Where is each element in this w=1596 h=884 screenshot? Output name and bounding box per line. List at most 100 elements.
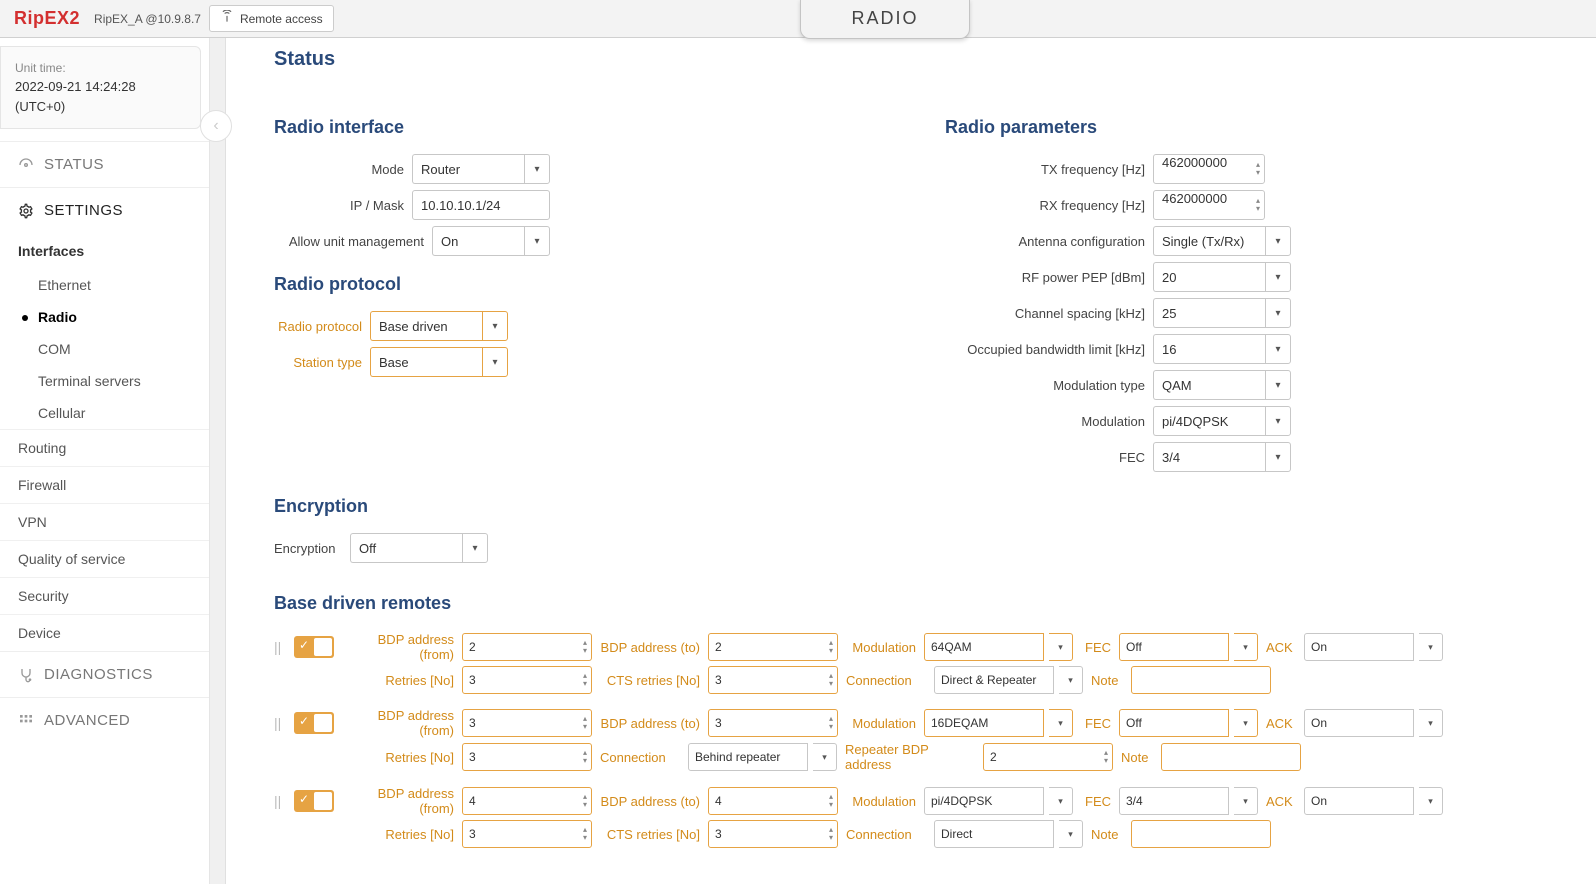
remote-modulation-dropdown[interactable]: ▾ bbox=[1049, 633, 1073, 661]
nav-radio[interactable]: Radio bbox=[18, 301, 209, 333]
nav-vpn[interactable]: VPN bbox=[0, 503, 209, 540]
nav-status[interactable]: STATUS bbox=[0, 142, 209, 187]
spinner-icon[interactable]: ▴▾ bbox=[583, 747, 587, 767]
remote-fec-select[interactable]: Off bbox=[1119, 709, 1229, 737]
remote-fec-select[interactable]: Off bbox=[1119, 633, 1229, 661]
spinner-icon[interactable]: ▴▾ bbox=[583, 713, 587, 733]
remote-ack-dropdown[interactable]: ▾ bbox=[1419, 633, 1443, 661]
drag-handle-icon[interactable]: || bbox=[274, 639, 286, 655]
antenna-select[interactable]: Single (Tx/Rx) bbox=[1153, 226, 1265, 256]
bdp-from-input[interactable]: 4▴▾ bbox=[462, 787, 592, 815]
allow-mgmt-dropdown[interactable]: ▾ bbox=[524, 226, 550, 256]
mod-type-select[interactable]: QAM bbox=[1153, 370, 1265, 400]
fec-dropdown[interactable]: ▾ bbox=[1265, 442, 1291, 472]
nav-terminal-servers[interactable]: Terminal servers bbox=[18, 365, 209, 397]
encryption-select[interactable]: Off bbox=[350, 533, 462, 563]
spinner-icon[interactable]: ▴▾ bbox=[1256, 157, 1260, 181]
remote-access-button[interactable]: Remote access bbox=[209, 5, 334, 32]
spinner-icon[interactable]: ▴▾ bbox=[829, 713, 833, 733]
retries-input[interactable]: 3▴▾ bbox=[462, 666, 592, 694]
mode-select[interactable]: Router bbox=[412, 154, 524, 184]
channel-spacing-dropdown[interactable]: ▾ bbox=[1265, 298, 1291, 328]
channel-spacing-select[interactable]: 25 bbox=[1153, 298, 1265, 328]
drag-handle-icon[interactable]: || bbox=[274, 793, 286, 809]
radio-protocol-select[interactable]: Base driven bbox=[370, 311, 482, 341]
remote-ack-select[interactable]: On bbox=[1304, 787, 1414, 815]
connection-dropdown[interactable]: ▾ bbox=[813, 743, 837, 771]
remote-enable-toggle[interactable] bbox=[294, 790, 334, 812]
remote-fec-select[interactable]: 3/4 bbox=[1119, 787, 1229, 815]
repeater-bdp-input[interactable]: 2▴▾ bbox=[983, 743, 1113, 771]
connection-select[interactable]: Direct & Repeater bbox=[934, 666, 1054, 694]
remote-ack-select[interactable]: On bbox=[1304, 633, 1414, 661]
bdp-from-input[interactable]: 2▴▾ bbox=[462, 633, 592, 661]
spinner-icon[interactable]: ▴▾ bbox=[583, 824, 587, 844]
obw-dropdown[interactable]: ▾ bbox=[1265, 334, 1291, 364]
remote-ack-dropdown[interactable]: ▾ bbox=[1419, 787, 1443, 815]
mod-type-dropdown[interactable]: ▾ bbox=[1265, 370, 1291, 400]
remote-modulation-select[interactable]: 64QAM bbox=[924, 633, 1044, 661]
remote-fec-dropdown[interactable]: ▾ bbox=[1234, 633, 1258, 661]
retries-input[interactable]: 3▴▾ bbox=[462, 820, 592, 848]
spinner-icon[interactable]: ▴▾ bbox=[829, 791, 833, 811]
note-input[interactable] bbox=[1131, 666, 1271, 694]
nav-cellular[interactable]: Cellular bbox=[18, 397, 209, 429]
fec-select[interactable]: 3/4 bbox=[1153, 442, 1265, 472]
nav-com[interactable]: COM bbox=[18, 333, 209, 365]
note-input[interactable] bbox=[1161, 743, 1301, 771]
nav-qos[interactable]: Quality of service bbox=[0, 540, 209, 577]
antenna-dropdown[interactable]: ▾ bbox=[1265, 226, 1291, 256]
modulation-select[interactable]: pi/4DQPSK bbox=[1153, 406, 1265, 436]
nav-routing[interactable]: Routing bbox=[0, 429, 209, 466]
bdp-from-input[interactable]: 3▴▾ bbox=[462, 709, 592, 737]
bdp-to-input[interactable]: 3▴▾ bbox=[708, 709, 838, 737]
spinner-icon[interactable]: ▴▾ bbox=[829, 637, 833, 657]
bdp-to-input[interactable]: 4▴▾ bbox=[708, 787, 838, 815]
tx-freq-input[interactable]: 462000000 ▴▾ bbox=[1153, 154, 1265, 184]
connection-dropdown[interactable]: ▾ bbox=[1059, 666, 1083, 694]
spinner-icon[interactable]: ▴▾ bbox=[829, 824, 833, 844]
remote-modulation-select[interactable]: pi/4DQPSK bbox=[924, 787, 1044, 815]
remote-fec-dropdown[interactable]: ▾ bbox=[1234, 787, 1258, 815]
rx-freq-input[interactable]: 462000000 ▴▾ bbox=[1153, 190, 1265, 220]
nav-security[interactable]: Security bbox=[0, 577, 209, 614]
rf-power-select[interactable]: 20 bbox=[1153, 262, 1265, 292]
drag-handle-icon[interactable]: || bbox=[274, 715, 286, 731]
remote-ack-dropdown[interactable]: ▾ bbox=[1419, 709, 1443, 737]
connection-dropdown[interactable]: ▾ bbox=[1059, 820, 1083, 848]
obw-select[interactable]: 16 bbox=[1153, 334, 1265, 364]
nav-settings[interactable]: SETTINGS bbox=[0, 188, 209, 233]
rf-power-dropdown[interactable]: ▾ bbox=[1265, 262, 1291, 292]
spinner-icon[interactable]: ▴▾ bbox=[583, 791, 587, 811]
nav-advanced[interactable]: ADVANCED bbox=[0, 698, 209, 743]
nav-interfaces[interactable]: Interfaces bbox=[18, 233, 209, 269]
ip-mask-input[interactable] bbox=[412, 190, 550, 220]
note-input[interactable] bbox=[1131, 820, 1271, 848]
collapse-sidebar-button[interactable]: ‹ bbox=[200, 110, 232, 142]
nav-device[interactable]: Device bbox=[0, 614, 209, 651]
nav-diagnostics[interactable]: DIAGNOSTICS bbox=[0, 652, 209, 697]
encryption-dropdown[interactable]: ▾ bbox=[462, 533, 488, 563]
nav-ethernet[interactable]: Ethernet bbox=[18, 269, 209, 301]
cts-retries-input[interactable]: 3▴▾ bbox=[708, 820, 838, 848]
nav-firewall[interactable]: Firewall bbox=[0, 466, 209, 503]
allow-mgmt-select[interactable]: On bbox=[432, 226, 524, 256]
remote-enable-toggle[interactable] bbox=[294, 636, 334, 658]
cts-retries-input[interactable]: 3▴▾ bbox=[708, 666, 838, 694]
connection-select[interactable]: Direct bbox=[934, 820, 1054, 848]
spinner-icon[interactable]: ▴▾ bbox=[583, 670, 587, 690]
spinner-icon[interactable]: ▴▾ bbox=[1256, 193, 1260, 217]
station-type-select[interactable]: Base bbox=[370, 347, 482, 377]
remote-modulation-dropdown[interactable]: ▾ bbox=[1049, 787, 1073, 815]
connection-select[interactable]: Behind repeater bbox=[688, 743, 808, 771]
remote-modulation-dropdown[interactable]: ▾ bbox=[1049, 709, 1073, 737]
bdp-to-input[interactable]: 2▴▾ bbox=[708, 633, 838, 661]
remote-enable-toggle[interactable] bbox=[294, 712, 334, 734]
spinner-icon[interactable]: ▴▾ bbox=[829, 670, 833, 690]
remote-ack-select[interactable]: On bbox=[1304, 709, 1414, 737]
station-type-dropdown[interactable]: ▾ bbox=[482, 347, 508, 377]
modulation-dropdown[interactable]: ▾ bbox=[1265, 406, 1291, 436]
radio-protocol-dropdown[interactable]: ▾ bbox=[482, 311, 508, 341]
remote-modulation-select[interactable]: 16DEQAM bbox=[924, 709, 1044, 737]
remote-fec-dropdown[interactable]: ▾ bbox=[1234, 709, 1258, 737]
